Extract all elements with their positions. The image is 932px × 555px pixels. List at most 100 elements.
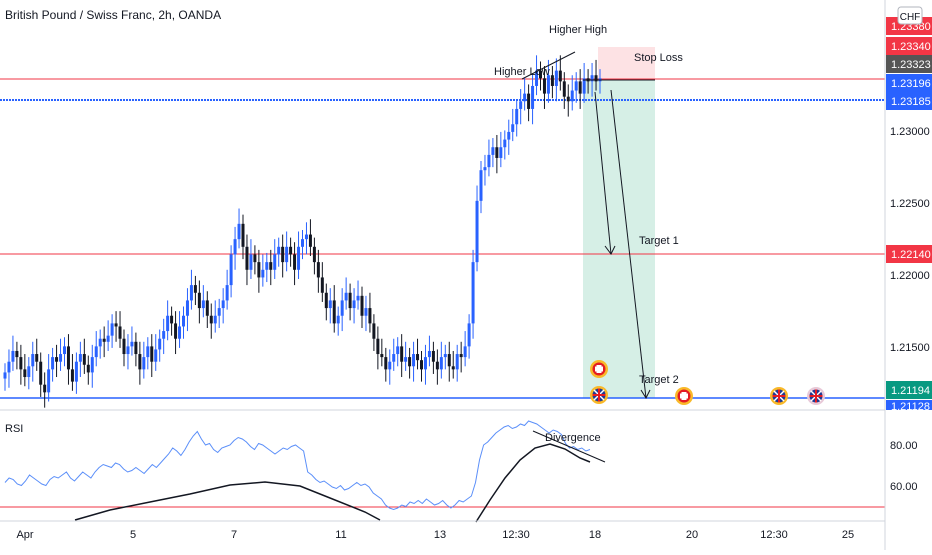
candle-body — [328, 300, 332, 309]
rsi-ma-line-1 — [74, 481, 381, 521]
target-2-label: Target 2 — [639, 374, 679, 386]
swiss-flag-icon[interactable] — [590, 360, 608, 378]
time-label: Apr — [16, 529, 33, 541]
candle-body — [193, 285, 197, 293]
candle-body — [277, 246, 281, 255]
candle-body — [197, 292, 201, 309]
candle-body — [380, 354, 384, 358]
candle-body — [304, 234, 308, 240]
time-label: 25 — [842, 529, 854, 541]
candle-body — [420, 360, 423, 370]
price-tag: 1.23323 — [886, 55, 932, 73]
candle-body — [594, 75, 598, 82]
svg-text:1.23323: 1.23323 — [891, 59, 931, 71]
candle-body — [126, 346, 130, 355]
candle-body — [574, 81, 578, 91]
candle-body — [7, 361, 11, 373]
candle-body — [114, 323, 118, 327]
candle-body — [531, 85, 535, 109]
candle-body — [233, 239, 237, 255]
candle-body — [257, 262, 261, 278]
price-tag: 1.23185 — [886, 92, 932, 110]
candle-body — [423, 357, 427, 370]
price-tag: 1.21128 — [886, 400, 932, 413]
candle-body — [324, 292, 328, 309]
candle-body — [554, 70, 558, 86]
currency-button[interactable]: CHF — [897, 6, 923, 25]
candle-body — [269, 262, 273, 270]
candle-body — [372, 323, 376, 339]
candle-body — [427, 350, 431, 358]
candle-body — [78, 354, 82, 362]
candle-body — [578, 81, 582, 94]
candle-body — [467, 323, 471, 347]
candle-body — [142, 357, 146, 370]
svg-text:CHF: CHF — [900, 12, 921, 23]
candle-body — [253, 254, 257, 263]
uk-flag-icon[interactable] — [807, 387, 825, 405]
candle-body — [320, 277, 324, 293]
candle-body — [178, 326, 182, 339]
candle-body — [170, 315, 174, 324]
candle-body — [416, 354, 420, 361]
candle-body — [229, 254, 233, 286]
candle-body — [463, 346, 467, 358]
candle-body — [11, 350, 15, 362]
candle-body — [102, 338, 106, 342]
time-axis: Apr 5 7 11 13 12:30 18 20 12:30 25 — [16, 529, 854, 541]
candle-body — [51, 357, 55, 370]
candle-body — [209, 315, 213, 324]
candle-body — [63, 346, 66, 355]
candle-body — [174, 323, 178, 339]
candle-body — [558, 70, 562, 82]
candle-body — [297, 246, 301, 270]
time-label: 18 — [589, 529, 601, 541]
candle-body — [546, 75, 550, 94]
rsi-tick: 60.00 — [890, 481, 918, 493]
higher-high-trendline — [521, 51, 576, 80]
candle-body — [130, 341, 134, 347]
candle-body — [3, 372, 7, 379]
candle-body — [582, 78, 586, 94]
candle-body — [535, 70, 539, 86]
candle-body — [55, 357, 59, 362]
uk-flag-icon[interactable] — [590, 386, 608, 404]
candle-body — [404, 357, 408, 362]
svg-text:1.23185: 1.23185 — [891, 96, 931, 108]
candle-body — [166, 315, 170, 332]
candle-body — [23, 369, 27, 378]
candle-body — [523, 93, 527, 102]
candle-body — [491, 147, 495, 155]
candle-body — [550, 75, 554, 86]
svg-text:1.23196: 1.23196 — [891, 78, 931, 90]
candle-body — [74, 361, 78, 382]
candle-body — [66, 346, 70, 370]
uk-flag-icon[interactable] — [770, 387, 788, 405]
swiss-flag-icon[interactable] — [675, 387, 693, 405]
candle-body — [19, 357, 23, 370]
candle-body — [352, 300, 356, 309]
candle-body — [447, 354, 451, 367]
candle-body — [392, 354, 396, 362]
candle-body — [483, 167, 487, 171]
price-tick: 1.23000 — [890, 126, 930, 138]
candle-body — [122, 338, 126, 355]
candle-body — [15, 350, 19, 358]
svg-text:1.21194: 1.21194 — [891, 385, 930, 397]
candle-body — [82, 354, 86, 365]
candle-body — [519, 101, 523, 109]
candle-body — [431, 350, 435, 362]
divergence-label: Divergence — [545, 432, 601, 444]
candle-body — [110, 323, 114, 336]
arrow-head-target-1 — [604, 245, 616, 255]
candle-body — [59, 354, 63, 362]
svg-text:1.23340: 1.23340 — [891, 41, 931, 53]
candle-body — [150, 346, 154, 362]
candle-body — [590, 75, 594, 82]
candle-body — [205, 300, 209, 316]
candle-body — [118, 326, 122, 339]
time-label: 13 — [434, 529, 446, 541]
candle-body — [435, 361, 439, 370]
